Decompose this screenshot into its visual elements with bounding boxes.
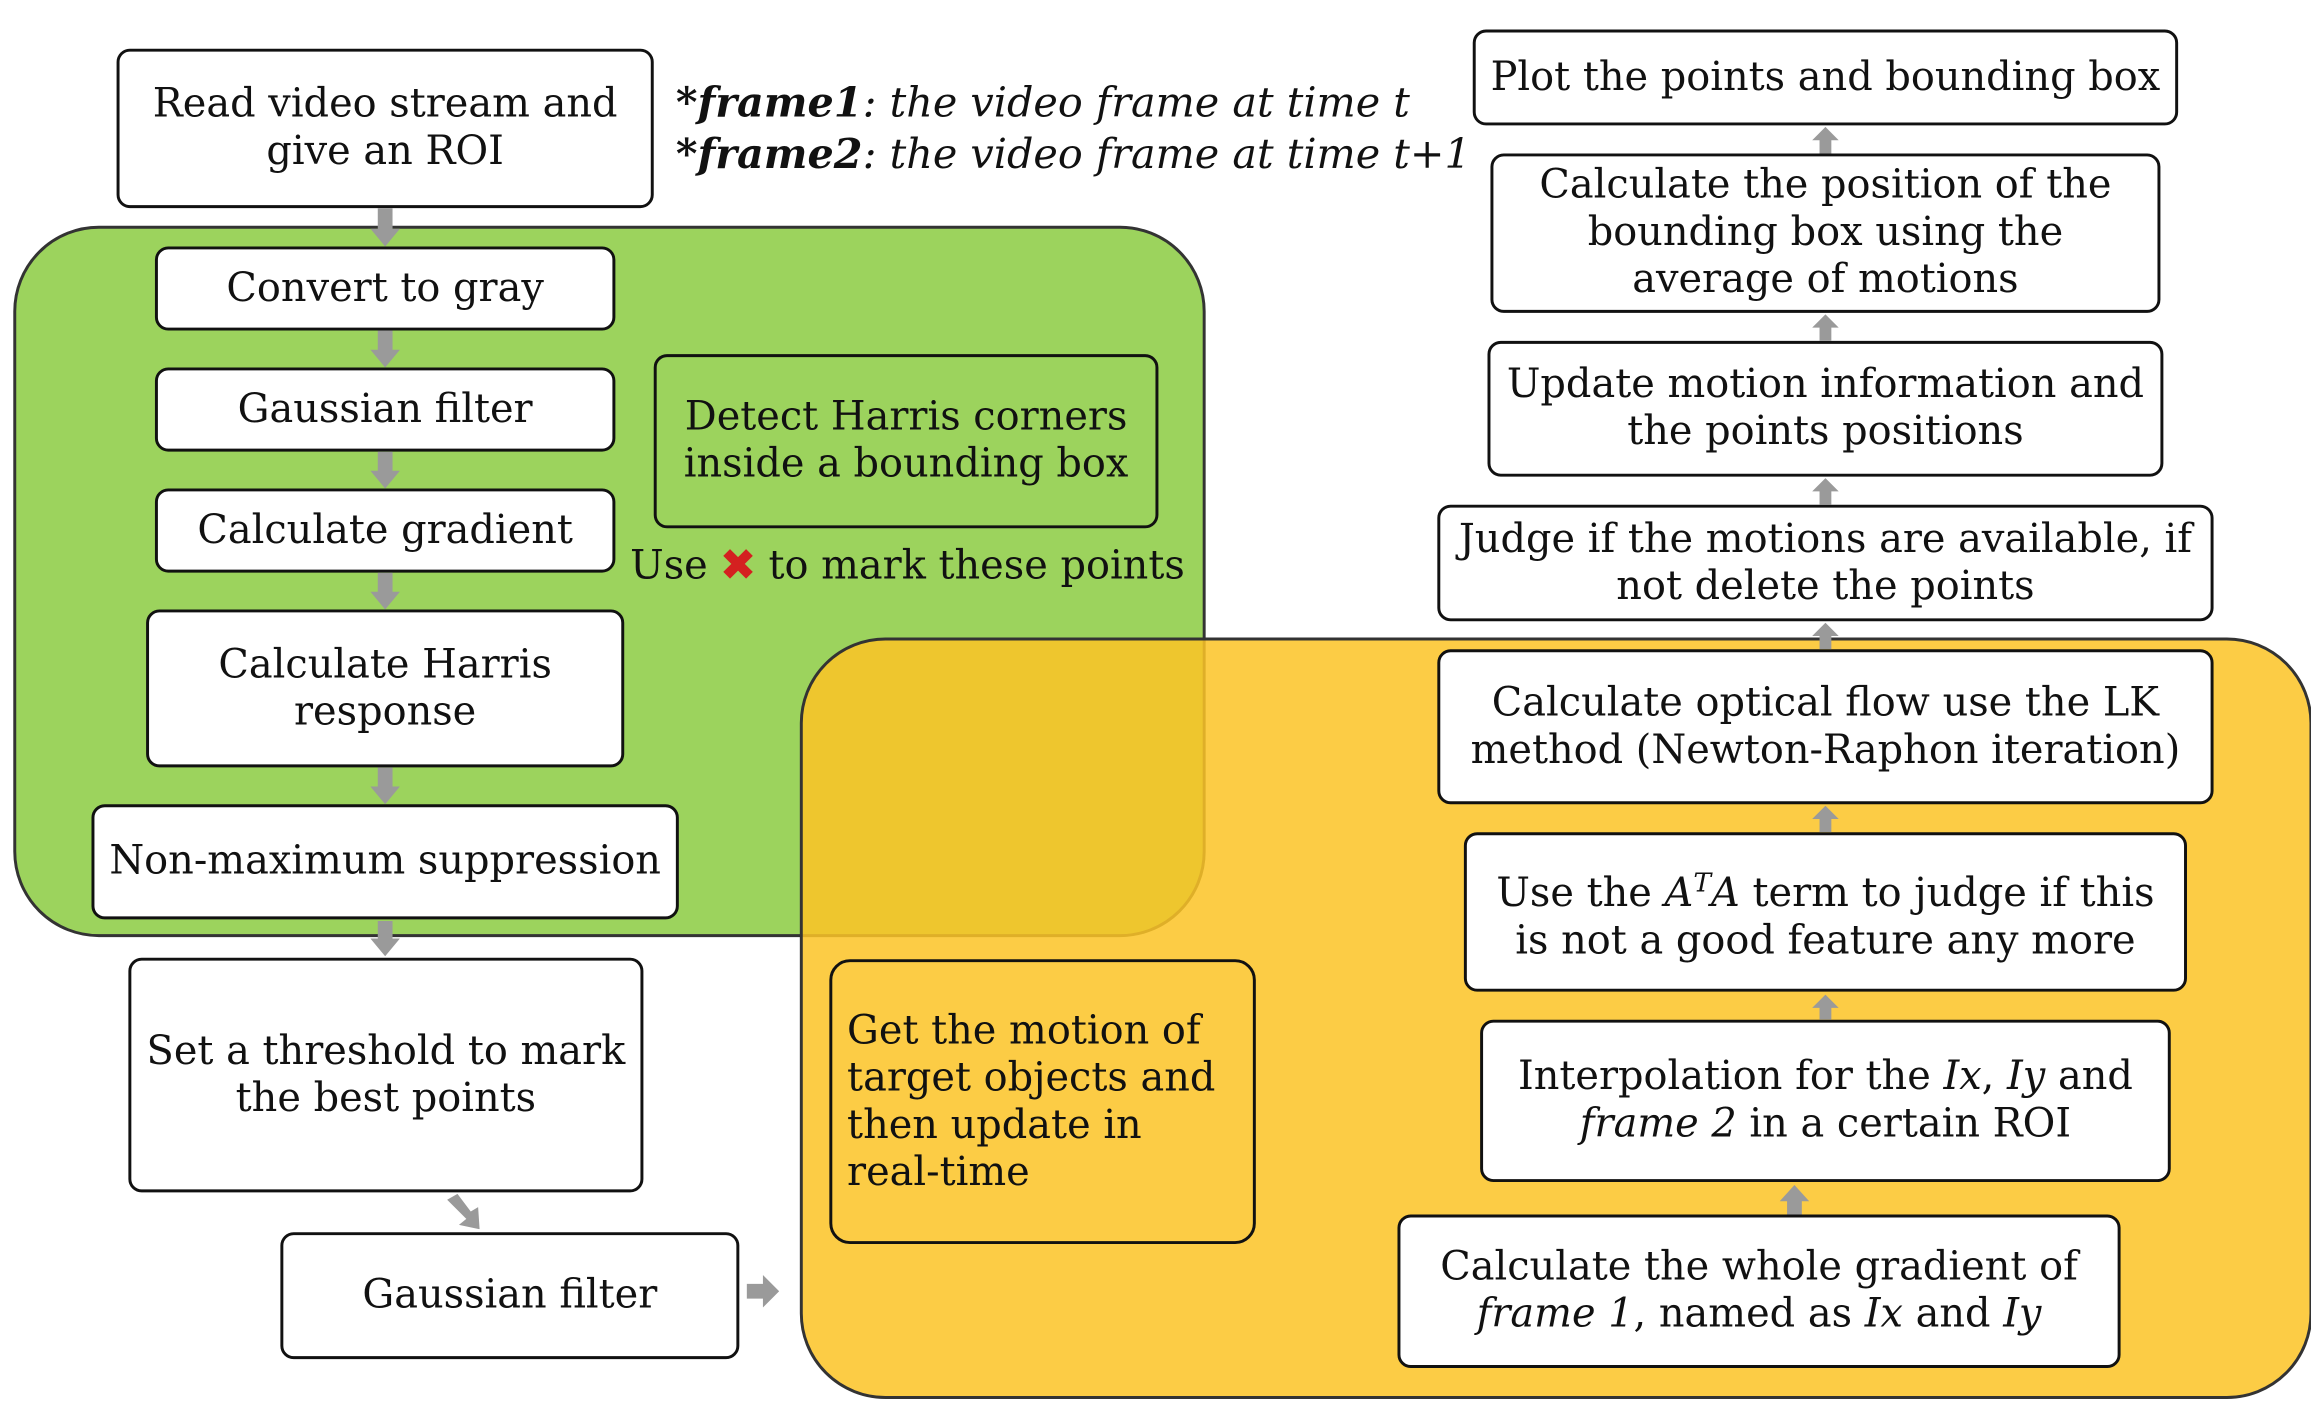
whole-ix: Ix	[1864, 1291, 1903, 1337]
ata-term-box: Use the ATA term to judge if this is not…	[1463, 832, 2187, 992]
whole-gradient-box: Calculate the whole gradient of frame 1,…	[1397, 1214, 2121, 1368]
whole-frame1: frame 1	[1476, 1291, 1634, 1337]
arrow-right-icon	[746, 1275, 780, 1308]
frame2-note: *frame2: the video frame at time t+1	[676, 128, 1471, 180]
arrow-diagonal-icon	[447, 1193, 480, 1230]
interp-text-4: in a certain ROI	[1736, 1100, 2072, 1147]
bounding-box-position-box: Calculate the position of the bounding b…	[1490, 153, 2161, 313]
whole-text-2: , named as	[1633, 1291, 1865, 1337]
ata-symbol-a-2: A	[1711, 869, 1740, 916]
non-max-suppression-box: Non-maximum suppression	[91, 804, 679, 920]
frame1-text: : the video frame at time t	[862, 78, 1410, 127]
plot-points-box: Plot the points and bounding box	[1472, 29, 2179, 126]
arrow-down-icon	[370, 572, 400, 610]
arrow-up-icon	[1812, 622, 1839, 650]
arrow-down-icon	[370, 208, 400, 247]
arrow-up-icon	[1812, 478, 1839, 505]
ata-symbol-t: T	[1693, 866, 1712, 898]
interpolation-box: Interpolation for the Ix, Iy and frame 2…	[1480, 1019, 2171, 1183]
ata-term-text: Use the ATA term to judge if this is not…	[1476, 860, 2175, 965]
gaussian-filter-box-1: Gaussian filter	[154, 367, 616, 452]
frame1-key: *frame1	[675, 78, 863, 127]
interp-text-3: and	[2045, 1053, 2133, 1100]
ata-text-1: Use the	[1496, 869, 1665, 916]
update-motion-box: Update motion information and the points…	[1487, 340, 2164, 477]
ata-symbol-a: A	[1664, 869, 1694, 916]
interp-frame2: frame 2	[1579, 1100, 1737, 1147]
arrow-down-icon	[370, 330, 400, 368]
arrow-down-icon	[370, 451, 400, 489]
detect-harris-box: Detect Harris corners inside a bounding …	[653, 354, 1159, 529]
gaussian-filter-box-2: Gaussian filter	[280, 1232, 740, 1360]
harris-response-box: Calculate Harris response	[146, 609, 625, 768]
read-video-box: Read video stream and give an ROI	[116, 48, 654, 209]
frame1-note: *frame1: the video frame at time t	[676, 77, 1410, 129]
use-prefix: Use	[630, 543, 708, 589]
arrow-up-icon	[1812, 314, 1839, 341]
motion-update-note-box: Get the motion of target objects and the…	[829, 959, 1256, 1245]
arrow-up-icon	[1812, 805, 1839, 833]
whole-text-1: Calculate the whole gradient of	[1440, 1244, 2078, 1290]
convert-gray-box: Convert to gray	[154, 246, 616, 331]
interp-text-1: Interpolation for the	[1517, 1053, 1944, 1100]
interp-ix: Ix	[1943, 1053, 1982, 1100]
optical-flow-box: Calculate optical flow use the LK method…	[1437, 649, 2214, 805]
interp-iy: Iy	[2007, 1053, 2046, 1100]
threshold-box: Set a threshold to mark the best points	[128, 957, 644, 1193]
calculate-gradient-box: Calculate gradient	[154, 488, 616, 573]
arrow-down-icon	[370, 767, 400, 805]
arrow-up-icon	[1812, 994, 1839, 1020]
arrow-up-icon	[1812, 126, 1839, 154]
arrow-up-icon	[1779, 1184, 1810, 1215]
use-suffix: to mark these points	[768, 543, 1185, 589]
frame2-key: *frame2	[675, 129, 863, 179]
ata-text-2: term to judge if this is not a good feat…	[1515, 869, 2155, 963]
whole-iy: Iy	[2003, 1291, 2042, 1337]
whole-text-3: and	[1902, 1291, 2004, 1337]
judge-motion-box: Judge if the motions are available, if n…	[1437, 504, 2214, 622]
interp-text-2: ,	[1981, 1053, 2008, 1100]
mark-points-note: Use ✖ to mark these points	[630, 543, 1185, 589]
whole-gradient-text: Calculate the whole gradient of frame 1,…	[1409, 1244, 2108, 1338]
frame2-text: : the video frame at time t+1	[862, 129, 1471, 179]
interpolation-text: Interpolation for the Ix, Iy and frame 2…	[1492, 1054, 2159, 1148]
arrow-down-icon	[370, 920, 400, 957]
red-x-mark-icon: ✖	[719, 539, 757, 592]
